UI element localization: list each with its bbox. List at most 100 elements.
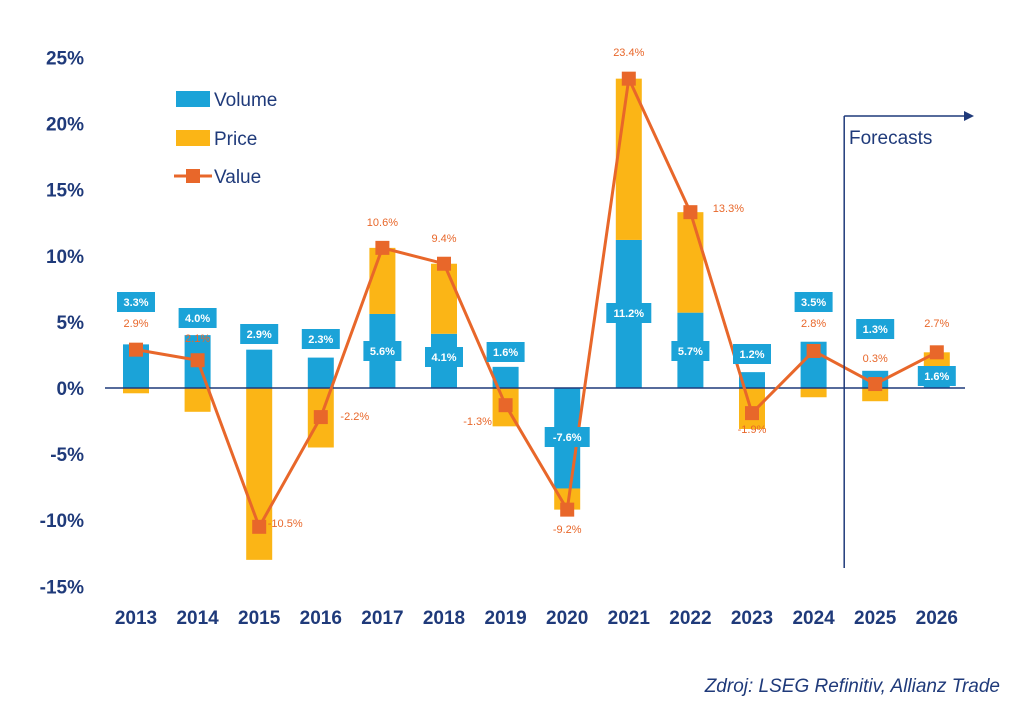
source-note: Zdroj: LSEG Refinitiv, Allianz Trade bbox=[704, 676, 1000, 697]
volume-data-label: 3.3% bbox=[123, 297, 148, 309]
value-data-label: 0.3% bbox=[863, 353, 888, 365]
volume-label-box bbox=[733, 344, 771, 364]
volume-data-label: 1.3% bbox=[863, 324, 888, 336]
value-data-label: 9.4% bbox=[431, 233, 456, 245]
legend-price-swatch bbox=[176, 130, 210, 146]
volume-label-box bbox=[301, 329, 340, 349]
y-tick-label: 10% bbox=[46, 247, 84, 268]
x-tick-label: 2021 bbox=[608, 608, 651, 629]
price-bar bbox=[123, 388, 149, 394]
value-line bbox=[135, 77, 938, 529]
price-bar bbox=[184, 388, 211, 412]
volume-data-label: -7.6% bbox=[553, 432, 582, 444]
volume-data-label: 5.7% bbox=[678, 346, 703, 358]
price-bar bbox=[369, 247, 396, 314]
volume-label-box bbox=[117, 292, 155, 312]
price-bar bbox=[862, 388, 889, 402]
volume-label-box bbox=[240, 324, 279, 344]
x-tick-label: 2018 bbox=[423, 608, 465, 629]
volume-data-label: 1.6% bbox=[924, 371, 949, 383]
y-tick-label: 0% bbox=[57, 379, 85, 400]
value-data-label: -1.9% bbox=[738, 424, 767, 436]
volume-label-box bbox=[917, 366, 956, 386]
volume-label-box bbox=[856, 319, 895, 339]
value-data-label: -10.5% bbox=[268, 518, 303, 530]
value-point bbox=[868, 377, 883, 392]
forecast-arrow-head bbox=[964, 111, 974, 121]
y-tick-label: -5% bbox=[50, 445, 84, 466]
value-point bbox=[313, 410, 328, 425]
volume-bar bbox=[739, 372, 765, 388]
price-bar bbox=[246, 388, 273, 560]
y-tick-label: -15% bbox=[40, 577, 84, 598]
value-data-label: -9.2% bbox=[553, 524, 582, 536]
volume-bar bbox=[246, 349, 273, 388]
volume-data-label: 1.6% bbox=[493, 347, 518, 359]
volume-data-label: 4.0% bbox=[185, 313, 210, 325]
value-data-label: 2.9% bbox=[123, 318, 148, 330]
volume-data-label: 5.6% bbox=[370, 346, 395, 358]
volume-data-label: 4.1% bbox=[431, 352, 456, 364]
value-data-label: -2.2% bbox=[340, 411, 369, 423]
volume-label-box bbox=[794, 292, 833, 312]
volume-bar bbox=[492, 366, 519, 388]
volume-bar bbox=[307, 357, 334, 388]
y-tick-label: 15% bbox=[46, 181, 84, 202]
legend-volume-swatch bbox=[176, 91, 210, 107]
x-tick-label: 2024 bbox=[792, 608, 835, 629]
legend-price-label: Price bbox=[214, 129, 257, 150]
value-point bbox=[560, 502, 575, 517]
volume-data-label: 1.2% bbox=[739, 349, 764, 361]
value-point bbox=[375, 240, 390, 255]
volume-data-label: 2.3% bbox=[308, 334, 333, 346]
legend-volume-label: Volume bbox=[214, 90, 277, 111]
volume-data-label: 11.2% bbox=[614, 308, 645, 320]
volume-label-box bbox=[671, 341, 710, 361]
volume-label-box bbox=[486, 342, 525, 362]
volume-label-box bbox=[425, 347, 463, 367]
y-tick-label: 25% bbox=[46, 49, 84, 70]
legend-value-label: Value bbox=[214, 167, 261, 188]
x-tick-label: 2020 bbox=[546, 608, 588, 629]
value-point bbox=[806, 343, 821, 358]
x-tick-label: 2026 bbox=[916, 608, 958, 629]
volume-label-box bbox=[544, 427, 590, 447]
volume-label-box bbox=[363, 341, 402, 361]
value-data-label: 23.4% bbox=[613, 47, 644, 59]
x-tick-label: 2023 bbox=[731, 608, 773, 629]
price-bar bbox=[431, 263, 457, 334]
value-data-label: 2.8% bbox=[801, 318, 826, 330]
value-data-label: 10.6% bbox=[367, 217, 398, 229]
x-tick-label: 2016 bbox=[300, 608, 342, 629]
value-point bbox=[437, 256, 451, 271]
value-data-label: 2.1% bbox=[185, 333, 210, 345]
volume-data-label: 3.5% bbox=[801, 297, 826, 309]
value-point bbox=[129, 342, 143, 357]
volume-label-box bbox=[178, 308, 217, 328]
x-tick-label: 2022 bbox=[669, 608, 711, 629]
forecast-label: Forecasts bbox=[849, 128, 932, 149]
legend-value-marker bbox=[186, 169, 200, 183]
value-point bbox=[498, 398, 513, 413]
value-data-label: -1.3% bbox=[463, 416, 492, 428]
x-tick-label: 2014 bbox=[176, 608, 219, 629]
price-bar bbox=[677, 212, 704, 313]
y-tick-label: 5% bbox=[57, 313, 85, 334]
y-tick-label: -10% bbox=[40, 511, 84, 532]
volume-label-box bbox=[606, 303, 652, 323]
x-tick-label: 2025 bbox=[854, 608, 897, 629]
y-tick-label: 20% bbox=[46, 115, 84, 136]
price-bar bbox=[800, 388, 827, 398]
price-bar bbox=[615, 78, 642, 240]
x-tick-label: 2019 bbox=[484, 608, 526, 629]
value-point bbox=[190, 353, 205, 368]
x-tick-label: 2015 bbox=[238, 608, 281, 629]
value-point bbox=[929, 345, 944, 360]
value-data-label: 13.3% bbox=[713, 203, 744, 215]
x-tick-label: 2013 bbox=[115, 608, 157, 629]
value-point bbox=[745, 406, 759, 421]
value-point bbox=[252, 519, 267, 534]
value-point bbox=[621, 71, 636, 86]
volume-data-label: 2.9% bbox=[247, 329, 272, 341]
